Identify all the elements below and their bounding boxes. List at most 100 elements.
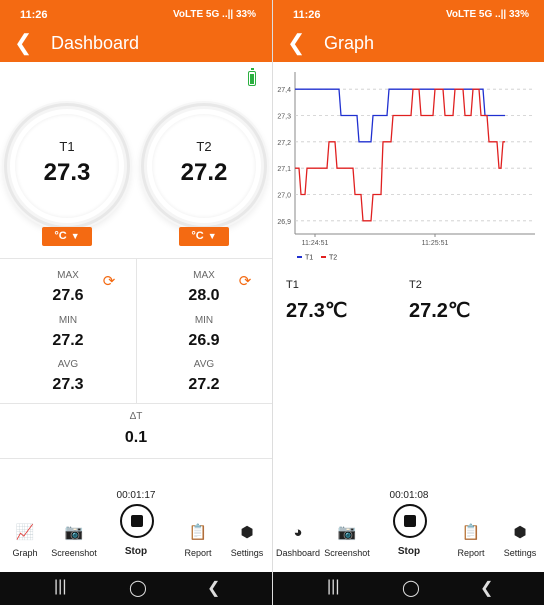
x-tick-label: 11:24:51 <box>302 240 329 247</box>
gauge-t1-value: 27.3 <box>43 159 91 186</box>
tab-stop-label: Stop <box>124 546 148 557</box>
tab-report[interactable]: 📋 Report <box>441 524 501 564</box>
graph-screen: 11:26 VoLTE 5G ..|| 33% ❮ Graph 27,4 27,3… <box>272 0 544 605</box>
report-icon: 📋 <box>461 524 481 541</box>
y-tick-label: 27,0 <box>277 193 291 200</box>
unit-dropdown-t2[interactable]: °C ▼ <box>179 227 229 246</box>
y-tick-label: 27,2 <box>277 140 291 147</box>
settings-icon: ⬢ <box>240 524 254 541</box>
dashboard-icon: ◕ <box>293 524 303 541</box>
tab-screenshot[interactable]: 📷 Screenshot <box>44 524 104 564</box>
reset-t2-icon[interactable]: ⟳ <box>238 273 252 290</box>
tab-dashboard[interactable]: ◕ Dashboard <box>273 524 328 564</box>
series-line-t1 <box>295 88 505 143</box>
back-arrow-icon[interactable]: ❮ <box>287 30 306 55</box>
y-tick-label: 27,4 <box>277 87 291 94</box>
unit-label-t2: °C <box>191 230 204 242</box>
stat-avg-t1: 27.3 <box>52 376 84 393</box>
stat-max-t2: 28.0 <box>188 287 220 304</box>
gauge-t2-label: T2 <box>196 139 212 154</box>
nav-back-icon[interactable]: ❮ <box>207 580 221 597</box>
tab-screenshot-label: Screenshot <box>51 548 97 558</box>
dashboard-screen: 11:26 VoLTE 5G ..|| 33% ❮ Dashboard T1 2… <box>0 0 272 605</box>
tab-dashboard-label: Dashboard <box>275 548 321 558</box>
stat-min-label-t1: MIN <box>58 315 78 326</box>
delta-panel: ΔT 0.1 <box>0 402 272 459</box>
tab-graph-label: Graph <box>12 548 38 558</box>
gauge-t2-value: 27.2 <box>180 159 228 186</box>
stop-record-button[interactable] <box>393 504 427 538</box>
stat-min-t1: 27.2 <box>52 332 84 349</box>
tab-settings-label: Settings <box>503 548 537 558</box>
gauge-t1: T1 27.3 <box>10 109 124 223</box>
status-bar: 11:26 VoLTE 5G ..|| 33% <box>0 0 272 28</box>
stat-avg-label-t1: AVG <box>57 359 79 370</box>
reset-t1-icon[interactable]: ⟳ <box>102 273 116 290</box>
back-arrow-icon[interactable]: ❮ <box>14 30 33 55</box>
reading-t1-label: T1 <box>286 279 299 291</box>
y-tick-label: 26,9 <box>277 219 291 226</box>
settings-icon: ⬢ <box>513 524 527 541</box>
system-nav-bar: ||| ◯ ❮ <box>0 572 272 605</box>
status-time: 11:26 <box>293 9 321 21</box>
delta-value: 0.1 <box>124 429 148 446</box>
home-icon[interactable]: ◯ <box>129 580 147 597</box>
stat-min-t2: 26.9 <box>188 332 220 349</box>
chevron-down-icon: ▼ <box>207 231 217 241</box>
recents-icon[interactable]: ||| <box>54 578 67 595</box>
temperature-line-chart: 27,4 27,3 27,2 27,1 27,0 26,9 11:24:51 11:25:51… <box>277 72 535 262</box>
nav-back-icon[interactable]: ❮ <box>480 580 494 597</box>
reading-t2-value: 27.2℃ <box>409 300 471 322</box>
gauge-t1-label: T1 <box>59 139 75 154</box>
tab-graph[interactable]: 📈 Graph <box>0 524 55 564</box>
app-bar: ❮ Graph <box>273 28 544 62</box>
unit-dropdown-t1[interactable]: °C ▼ <box>42 227 92 246</box>
y-tick-label: 27,3 <box>277 114 291 121</box>
tab-screenshot-label: Screenshot <box>324 548 370 558</box>
reading-t2-label: T2 <box>409 279 422 291</box>
stat-max-t1: 27.6 <box>52 287 84 304</box>
stat-avg-label-t2: AVG <box>193 359 215 370</box>
camera-icon: 📷 <box>337 524 357 541</box>
status-indicators: VoLTE 5G ..|| 33% <box>445 9 529 20</box>
delta-label: ΔT <box>129 411 143 422</box>
camera-icon: 📷 <box>64 524 84 541</box>
series-line-t2 <box>295 88 505 222</box>
home-icon[interactable]: ◯ <box>402 580 420 597</box>
page-title: Dashboard <box>51 33 140 53</box>
chevron-down-icon: ▼ <box>70 231 80 241</box>
tab-report[interactable]: 📋 Report <box>168 524 228 564</box>
status-time: 11:26 <box>20 9 48 21</box>
stop-record-button[interactable] <box>120 504 154 538</box>
page-title: Graph <box>324 33 375 53</box>
tab-stop[interactable]: Stop <box>379 522 439 562</box>
stat-max-label-t2: MAX <box>193 270 215 281</box>
tab-stop[interactable]: Stop <box>106 522 166 562</box>
status-indicators: VoLTE 5G ..|| 33% <box>172 9 256 20</box>
stat-min-label-t2: MIN <box>194 315 214 326</box>
app-bar: ❮ Dashboard <box>0 28 272 62</box>
status-bar: 11:26 VoLTE 5G ..|| 33% <box>273 0 544 28</box>
graph-icon: 📈 <box>15 524 35 541</box>
recents-icon[interactable]: ||| <box>327 578 340 595</box>
report-icon: 📋 <box>188 524 208 541</box>
tab-report-label: Report <box>184 548 212 558</box>
tab-settings-label: Settings <box>230 548 264 558</box>
y-tick-label: 27,1 <box>277 166 291 173</box>
tab-screenshot[interactable]: 📷 Screenshot <box>317 524 377 564</box>
gauge-t2: T2 27.2 <box>147 109 261 223</box>
reading-t1-value: 27.3℃ <box>286 300 348 322</box>
legend-label-t1: T1 <box>305 255 313 262</box>
recording-timer: 00:01:17 <box>116 490 156 501</box>
battery-icon <box>248 68 256 86</box>
tab-report-label: Report <box>457 548 485 558</box>
system-nav-bar: ||| ◯ ❮ <box>273 572 544 605</box>
stat-max-label-t1: MAX <box>57 270 79 281</box>
unit-label-t1: °C <box>54 230 67 242</box>
x-tick-label: 11:25:51 <box>422 240 449 247</box>
tab-settings[interactable]: ⬢ Settings <box>490 524 544 564</box>
recording-timer: 00:01:08 <box>389 490 429 501</box>
tab-stop-label: Stop <box>397 546 421 557</box>
tab-settings[interactable]: ⬢ Settings <box>217 524 272 564</box>
stats-panel: MAX 27.6 MIN 27.2 AVG 27.3 ⟳ MAX 28.0 MI… <box>0 258 272 404</box>
